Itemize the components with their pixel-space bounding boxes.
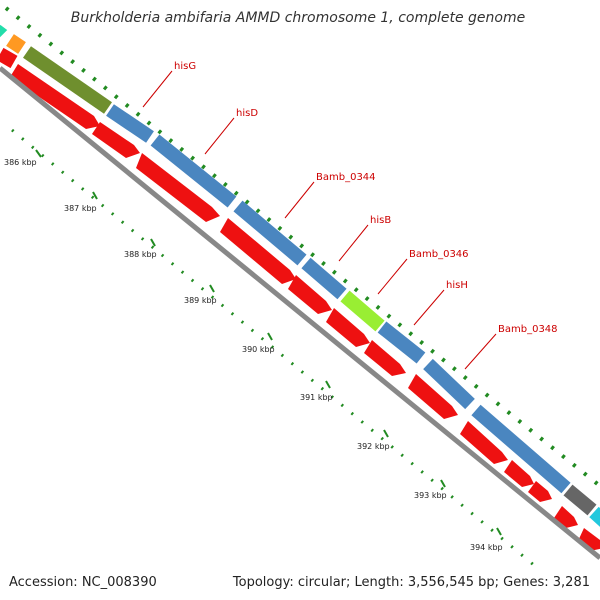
gene-reverse-5[interactable] xyxy=(288,275,332,314)
gene-forward-bamb0348-a[interactable] xyxy=(423,358,475,410)
map-title: Burkholderia ambifaria AMMD chromosome 1… xyxy=(71,10,525,26)
outer-tick-track xyxy=(4,6,600,488)
gene-orange-forward[interactable] xyxy=(6,34,26,54)
leader-line-bamb0344 xyxy=(284,181,315,219)
gene-reverse-2[interactable] xyxy=(92,122,140,158)
gene-label-bamb0346[interactable]: Bamb_0346 xyxy=(409,249,469,260)
gene-olive-hisG[interactable] xyxy=(23,46,112,114)
gene-reverse-10[interactable] xyxy=(504,460,534,487)
scale-tick-390 xyxy=(267,332,273,341)
gene-forward-bamb0344[interactable] xyxy=(233,200,307,266)
scale-tick-388 xyxy=(150,238,156,247)
gene-label-bamb0344[interactable]: Bamb_0344 xyxy=(316,172,376,183)
genome-stats-label: Topology: circular; Length: 3,556,545 bp… xyxy=(232,575,590,590)
scale-tick-386 xyxy=(35,149,42,158)
gene-teal-forward[interactable] xyxy=(0,23,9,44)
gene-label-hisG[interactable]: hisG xyxy=(174,61,196,72)
backbone-arc xyxy=(0,66,600,560)
scale-tick-391 xyxy=(325,380,331,389)
leader-line-hisH xyxy=(413,289,445,326)
leader-line-bamb0348 xyxy=(464,333,497,370)
kbp-label: 387 kbp xyxy=(64,204,97,213)
leader-line-bamb0346 xyxy=(377,258,408,295)
scale-tick-392 xyxy=(383,429,389,438)
gene-lime-bamb0346[interactable] xyxy=(340,290,385,332)
gene-label-hisB[interactable]: hisB xyxy=(370,215,391,226)
gene-forward-hisH[interactable] xyxy=(377,321,426,364)
gene-reverse-7[interactable] xyxy=(364,340,406,376)
gene-label-hisD[interactable]: hisD xyxy=(236,108,258,119)
scale-tick-387 xyxy=(92,191,98,200)
gene-forward-hisG[interactable] xyxy=(106,104,154,143)
kbp-label: 393 kbp xyxy=(414,491,447,500)
kbp-label: 390 kbp xyxy=(242,345,275,354)
leader-line-hisD xyxy=(204,117,235,155)
scale-tick-394 xyxy=(496,527,502,536)
kbp-label: 388 kbp xyxy=(124,250,157,259)
kbp-label: 392 kbp xyxy=(357,442,390,451)
kbp-label: 386 kbp xyxy=(4,158,37,167)
gene-reverse-6[interactable] xyxy=(326,308,370,347)
gene-forward-hisD[interactable] xyxy=(150,134,237,208)
leader-line-hisG xyxy=(142,70,173,108)
gene-reverse-4[interactable] xyxy=(220,218,296,284)
accession-label: Accession: NC_008390 xyxy=(9,575,157,590)
kbp-label: 391 kbp xyxy=(300,393,333,402)
gene-reverse-1[interactable] xyxy=(10,64,100,129)
gene-gray-forward[interactable] xyxy=(563,484,597,516)
gene-reverse-3[interactable] xyxy=(136,153,220,222)
gene-label-hisH[interactable]: hisH xyxy=(446,280,468,291)
gene-reverse-9[interactable] xyxy=(460,421,508,464)
gene-label-bamb0348[interactable]: Bamb_0348 xyxy=(498,324,558,335)
kbp-label: 389 kbp xyxy=(184,296,217,305)
scale-tick-393 xyxy=(440,479,446,488)
gene-reverse-0[interactable] xyxy=(0,47,18,69)
kbp-label: 394 kbp xyxy=(470,543,503,552)
scale-tick-389 xyxy=(209,284,215,293)
leader-line-hisB xyxy=(338,224,369,262)
gene-forward-hisB[interactable] xyxy=(301,257,347,300)
gene-cyan-forward[interactable] xyxy=(589,506,600,527)
gene-forward-bamb0348-b[interactable] xyxy=(471,404,571,494)
gene-reverse-11[interactable] xyxy=(528,481,552,502)
gene-reverse-8[interactable] xyxy=(408,374,458,419)
